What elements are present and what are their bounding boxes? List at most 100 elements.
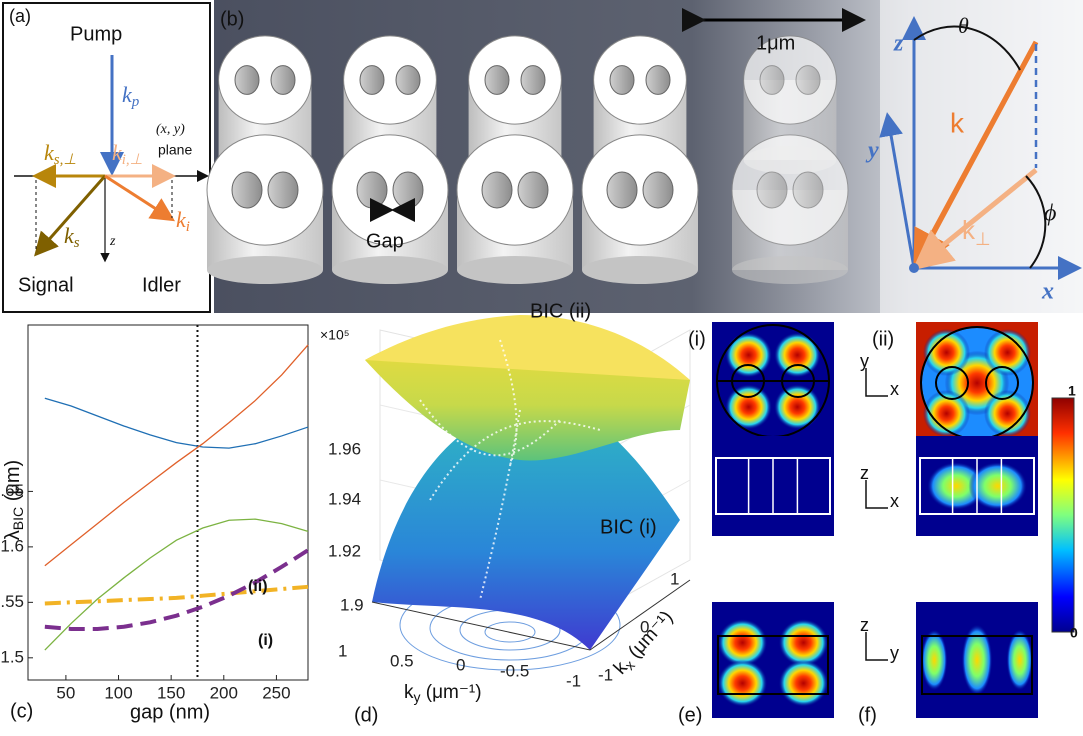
axis-glyph-label: y bbox=[860, 351, 869, 371]
hole bbox=[642, 171, 674, 209]
vector-label: ki,⊥ bbox=[112, 140, 143, 168]
hole bbox=[359, 65, 385, 95]
hole bbox=[645, 65, 671, 95]
pillar-top bbox=[593, 35, 687, 125]
hole bbox=[395, 65, 421, 95]
label: Signal bbox=[18, 274, 74, 296]
kx-tick-label: -1 bbox=[598, 665, 613, 684]
hole bbox=[267, 171, 299, 209]
series-line bbox=[44, 397, 309, 449]
field-lobe bbox=[725, 332, 773, 378]
field-lobe bbox=[984, 390, 1031, 437]
pillar-top bbox=[331, 134, 449, 246]
z-tick-label: 1.96 bbox=[328, 439, 361, 458]
label: Gap bbox=[366, 230, 404, 252]
pillar-base bbox=[332, 256, 448, 284]
outline bbox=[921, 635, 1033, 695]
band-paths bbox=[419, 339, 601, 601]
z-tick-label: 1.94 bbox=[328, 489, 361, 508]
field-lobe bbox=[984, 329, 1031, 376]
ky-tick-label: -1 bbox=[566, 671, 581, 690]
field-lobe bbox=[717, 659, 768, 707]
field-lobe bbox=[778, 618, 829, 667]
panel-tag: (e) bbox=[678, 704, 702, 726]
pillar-base bbox=[582, 256, 698, 284]
field-lobe bbox=[717, 618, 768, 667]
hole bbox=[392, 171, 424, 209]
hole bbox=[481, 171, 513, 209]
hole bbox=[759, 65, 785, 95]
label: plane bbox=[158, 142, 192, 158]
mode-label: (i) bbox=[688, 328, 706, 350]
panel-tag: (f) bbox=[858, 704, 877, 726]
origin bbox=[909, 263, 919, 273]
ky-tick-label: 1 bbox=[338, 641, 347, 660]
x-tick-label: 250 bbox=[262, 683, 290, 702]
kx-tick-label: 1 bbox=[670, 569, 679, 588]
theta-arc bbox=[913, 25, 1021, 71]
field-lobe bbox=[725, 384, 773, 430]
label: BIC (i) bbox=[600, 516, 657, 538]
axis-glyph bbox=[865, 480, 888, 509]
ky-tick-label: -0.5 bbox=[500, 661, 529, 680]
panel-b-overlay: (b) 1μm Gap z θ y k k⊥ ϕ x bbox=[220, 0, 1083, 313]
scale-label: 1μm bbox=[756, 32, 795, 54]
hole bbox=[231, 171, 263, 209]
hole bbox=[609, 65, 635, 95]
axis-glyph-label: y bbox=[890, 643, 899, 663]
pillar-top bbox=[743, 35, 837, 125]
plot-area bbox=[27, 324, 309, 681]
pillar-top bbox=[206, 134, 324, 246]
hole bbox=[792, 171, 824, 209]
field-lobe bbox=[923, 390, 970, 437]
kx-tick-label: 0 bbox=[640, 617, 649, 636]
panels-e-f: (i) (ii) (e) (f) 1 0 y x z x z y bbox=[678, 322, 1078, 726]
label: (x, y) bbox=[156, 122, 185, 137]
pillar-top bbox=[468, 35, 562, 125]
pillar-top bbox=[581, 134, 699, 246]
field-lobe bbox=[926, 462, 986, 510]
signal-arrow bbox=[34, 175, 107, 257]
hole bbox=[356, 171, 388, 209]
ky-axis-label: ky (μm⁻¹) bbox=[404, 682, 482, 705]
surface-bic-i bbox=[372, 404, 680, 650]
pillar-base bbox=[457, 256, 573, 284]
label: Pump bbox=[70, 23, 122, 45]
phi-arc bbox=[1025, 175, 1047, 269]
series-line bbox=[44, 518, 309, 651]
panel-tag: (a) bbox=[9, 6, 31, 26]
hole bbox=[270, 65, 296, 95]
y-axis-label: λBIC (μm) bbox=[2, 460, 25, 540]
series-line bbox=[44, 584, 309, 606]
hole bbox=[484, 65, 510, 95]
axis-glyph-label: z bbox=[860, 463, 869, 483]
field-lobe bbox=[921, 629, 948, 691]
panel-tag: (d) bbox=[354, 704, 378, 726]
ky-tick-label: 0.5 bbox=[390, 651, 414, 670]
panel-tag: (c) bbox=[10, 700, 33, 722]
colorbar-label: 0 bbox=[1070, 625, 1078, 641]
pillar-base bbox=[207, 256, 323, 284]
field-lobe bbox=[961, 624, 993, 696]
hole bbox=[795, 65, 821, 95]
ky-tick-label: 0 bbox=[456, 655, 465, 674]
axis-label: y bbox=[865, 138, 879, 164]
hole bbox=[234, 65, 260, 95]
k-perp-vector bbox=[912, 168, 1038, 271]
z-tick-label: 1.9 bbox=[340, 595, 364, 614]
y-tick-label: 1.5 bbox=[0, 647, 24, 666]
field-lobe bbox=[773, 332, 821, 378]
multiplier: ×10⁵ bbox=[320, 327, 350, 343]
pillar-top bbox=[343, 35, 437, 125]
idler-arrow bbox=[104, 174, 176, 222]
y-tick-label: 1.65 bbox=[0, 481, 24, 500]
vector-label: ks,⊥ bbox=[44, 140, 76, 168]
angle-label: ϕ bbox=[1044, 201, 1056, 227]
annotation: (i) bbox=[258, 632, 273, 649]
axis-glyph-label: x bbox=[890, 379, 899, 399]
annotation: (ii) bbox=[248, 578, 268, 595]
vector-label: kp bbox=[122, 82, 140, 110]
label: BIC (ii) bbox=[530, 300, 591, 322]
z-tick-label: 1.92 bbox=[328, 541, 361, 560]
angle-label: θ bbox=[958, 13, 969, 38]
